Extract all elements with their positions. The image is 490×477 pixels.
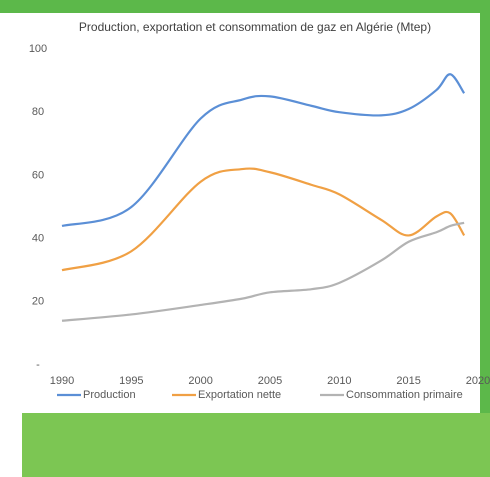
series-line (61, 167, 466, 272)
x-tick-label: 1990 (50, 375, 74, 387)
bottom-band (22, 413, 490, 477)
x-tick-label: 2020 (466, 375, 490, 387)
y-tick-label: 40 (32, 233, 44, 245)
series-line (61, 221, 465, 322)
legend-label: Production (83, 389, 136, 401)
x-tick-label: 2005 (258, 375, 282, 387)
x-tick-label: 1995 (119, 375, 143, 387)
top-band (0, 0, 490, 13)
chart-title: Production, exportation et consommation … (79, 20, 431, 34)
x-tick-label: 2015 (396, 375, 420, 387)
right-band (480, 0, 490, 477)
x-tick-label: 2000 (188, 375, 212, 387)
y-tick-label: 60 (32, 169, 44, 181)
x-tick-label: 2010 (327, 375, 351, 387)
y-tick-label: - (36, 359, 40, 371)
series-line (61, 73, 466, 228)
legend-label: Exportation nette (198, 389, 281, 401)
y-tick-label: 80 (32, 106, 44, 118)
y-tick-label: 100 (29, 43, 47, 55)
legend-label: Consommation primaire (346, 389, 463, 401)
y-tick-label: 20 (32, 296, 44, 308)
